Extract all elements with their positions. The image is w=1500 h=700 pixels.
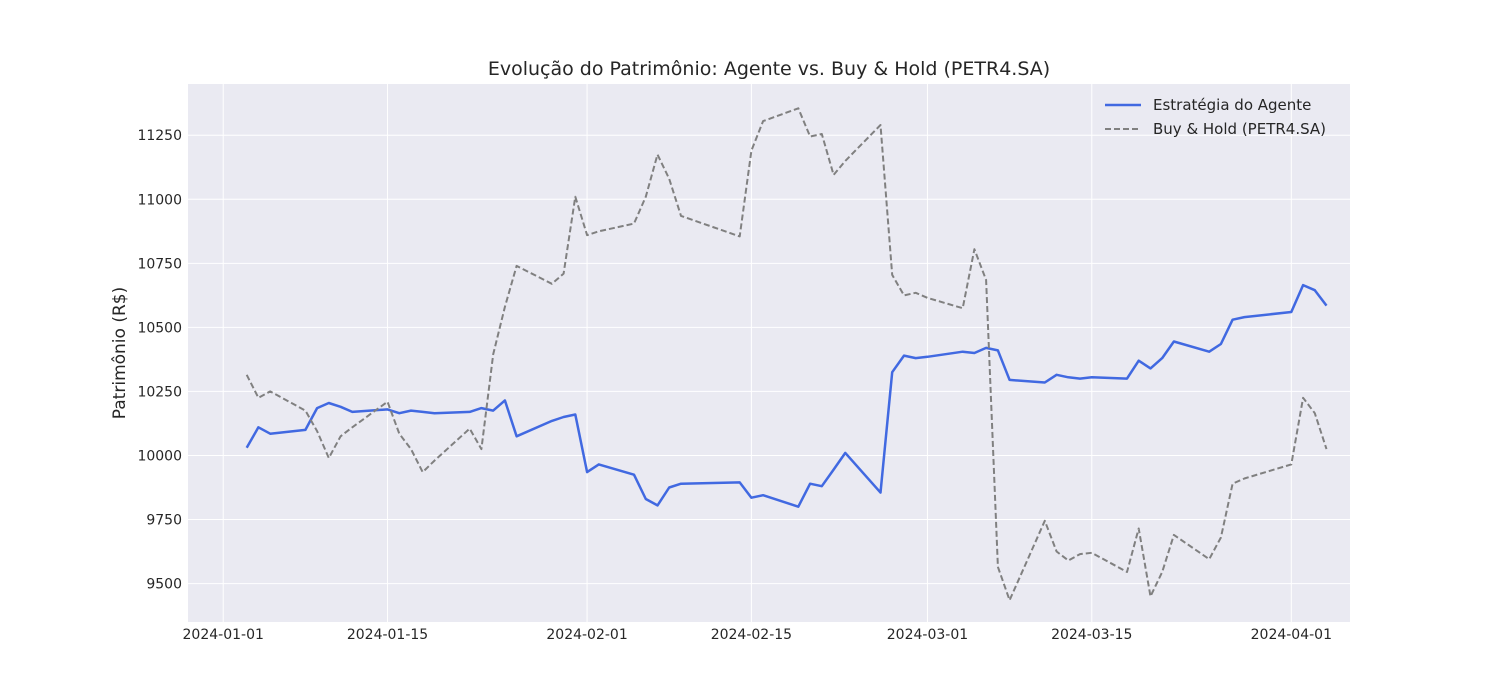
y-tick-label: 11250 (137, 128, 182, 144)
legend: Estratégia do Agente Buy & Hold (PETR4.S… (1105, 96, 1326, 138)
x-tick-label: 2024-03-15 (1051, 627, 1132, 643)
y-tick-label: 11000 (137, 192, 182, 208)
legend-label-agent: Estratégia do Agente (1153, 96, 1311, 114)
x-tick-label: 2024-01-01 (183, 627, 264, 643)
chart-title: Evolução do Patrimônio: Agente vs. Buy &… (488, 58, 1050, 80)
y-tick-label: 10500 (137, 320, 182, 336)
x-tick-label: 2024-02-15 (711, 627, 792, 643)
legend-label-buy-hold: Buy & Hold (PETR4.SA) (1153, 120, 1326, 138)
y-tick-label: 9750 (146, 513, 182, 529)
x-tick-label: 2024-03-01 (887, 627, 968, 643)
grid (188, 84, 1350, 622)
y-tick-label: 10000 (137, 448, 182, 464)
x-tick-label: 2024-04-01 (1251, 627, 1332, 643)
y-tick-label: 9500 (146, 577, 182, 593)
x-tick-label: 2024-02-01 (546, 627, 627, 643)
series-lines (245, 107, 1328, 602)
y-axis-title: Patrimônio (R$) (110, 287, 130, 419)
x-tick-label: 2024-01-15 (347, 627, 428, 643)
plot-area (188, 84, 1350, 622)
axis-ticks: 9500 9750 10000 10250 10500 10750 11000 11250 20… (137, 128, 1332, 643)
series-line-agent (245, 283, 1328, 508)
y-tick-label: 10250 (137, 384, 182, 400)
series-line-buy-hold (245, 107, 1328, 602)
y-tick-label: 10750 (137, 256, 182, 272)
